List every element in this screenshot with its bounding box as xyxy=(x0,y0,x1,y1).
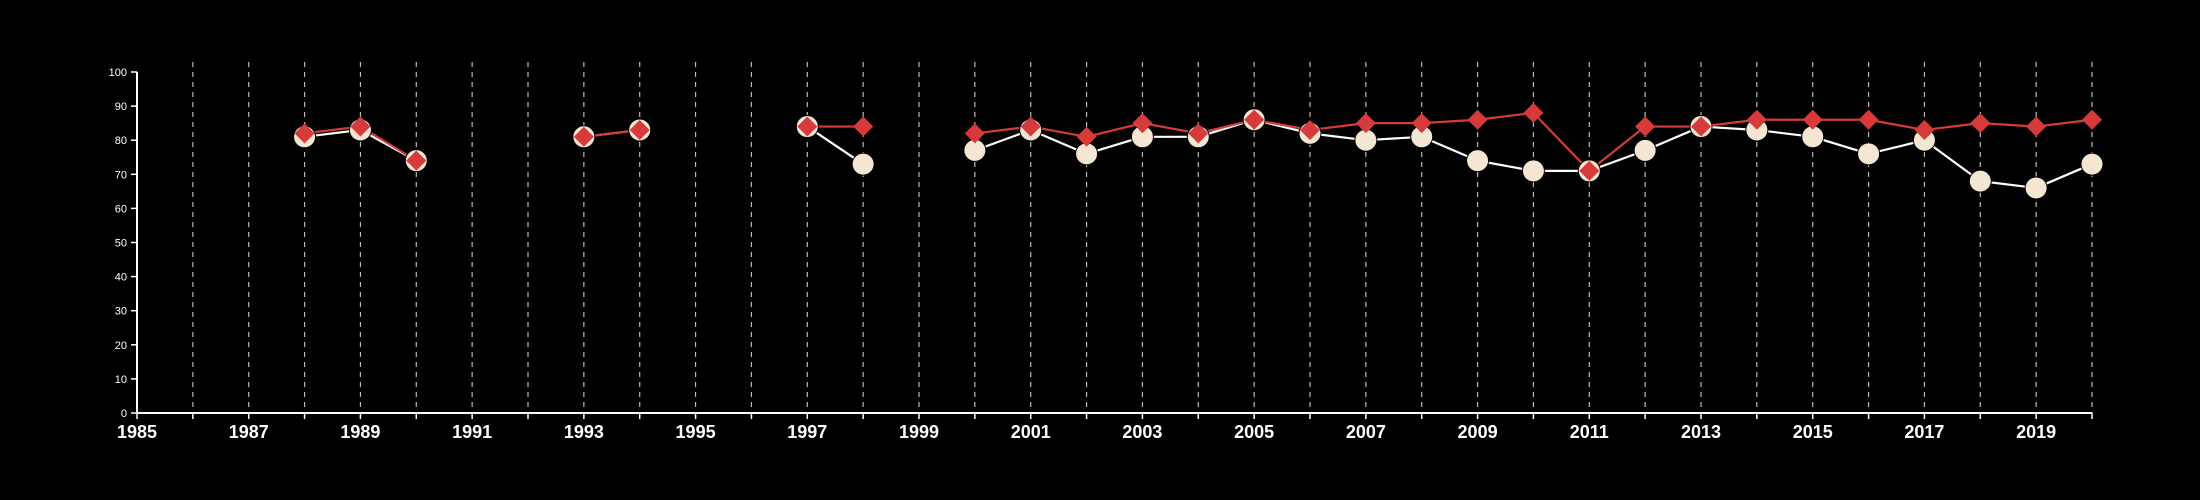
data-point-diamond-2013 xyxy=(1691,116,1711,137)
x-tick-label: 1987 xyxy=(229,422,269,442)
data-point-diamond-2016 xyxy=(1858,109,1879,130)
x-tick-label: 1991 xyxy=(452,422,492,442)
data-point-circle-2019 xyxy=(2024,176,2048,200)
y-tick-label: 20 xyxy=(115,340,127,352)
y-tick-label: 50 xyxy=(115,238,127,250)
x-tick-label: 1997 xyxy=(787,422,827,442)
x-tick-label: 1993 xyxy=(564,422,604,442)
y-tick-label: 0 xyxy=(121,408,127,420)
x-tick-label: 1995 xyxy=(676,422,716,442)
x-tick-label: 1989 xyxy=(340,422,380,442)
series-2-markers xyxy=(294,102,2102,181)
x-tick-label: 2011 xyxy=(1570,422,1609,442)
x-tick-label: 2003 xyxy=(1122,422,1162,442)
y-tick-label: 70 xyxy=(115,169,127,181)
data-point-diamond-2018 xyxy=(1970,113,1991,134)
data-point-diamond-2007 xyxy=(1355,113,1376,134)
y-tick-label: 10 xyxy=(115,374,127,386)
data-point-diamond-1993 xyxy=(573,126,594,147)
data-point-diamond-1988 xyxy=(294,123,315,144)
data-point-circle-2010 xyxy=(1521,159,1545,183)
x-tick-label: 2007 xyxy=(1346,422,1386,442)
data-point-circle-2018 xyxy=(1968,169,1992,193)
x-tick-label: 2013 xyxy=(1681,422,1721,442)
x-tick-label: 2019 xyxy=(2016,422,2056,442)
y-tick-label: 100 xyxy=(109,67,127,79)
data-point-diamond-1990 xyxy=(406,150,427,171)
data-point-diamond-2012 xyxy=(1635,116,1656,137)
axes: 0 10 20 30 40 50 60 70 80 90 100 1985 1987 1989 1991 19… xyxy=(109,67,2093,442)
data-point-diamond-2014 xyxy=(1746,109,1767,130)
data-point-circle-2009 xyxy=(1466,149,1490,173)
data-point-diamond-2001 xyxy=(1020,116,1041,137)
data-point-circle-2020 xyxy=(2080,152,2104,176)
data-point-diamond-2010 xyxy=(1523,102,1544,123)
series-layer xyxy=(293,102,2104,200)
data-point-diamond-2020 xyxy=(2082,109,2102,130)
data-point-diamond-2015 xyxy=(1802,109,1823,130)
x-tick-label: 2009 xyxy=(1458,422,1498,442)
data-point-diamond-2003 xyxy=(1132,113,1153,134)
data-point-diamond-1989 xyxy=(350,116,371,137)
grid-lines xyxy=(192,62,2093,413)
data-point-circle-1998 xyxy=(851,152,875,176)
data-point-diamond-2008 xyxy=(1411,113,1432,134)
y-tick-label: 40 xyxy=(115,272,127,284)
x-tick-label: 1985 xyxy=(117,422,157,442)
data-point-diamond-2011 xyxy=(1579,160,1600,181)
data-point-circle-2016 xyxy=(1857,142,1881,166)
data-point-diamond-2004 xyxy=(1188,123,1209,144)
x-tick-label: 2005 xyxy=(1234,422,1274,442)
x-tick-label: 2015 xyxy=(1793,422,1833,442)
y-tick-label: 90 xyxy=(115,101,127,113)
x-tick-label: 1999 xyxy=(899,422,939,442)
data-point-diamond-1997 xyxy=(797,116,818,137)
data-point-diamond-2019 xyxy=(2026,116,2047,137)
data-point-diamond-1998 xyxy=(853,116,874,137)
data-point-diamond-2017 xyxy=(1914,119,1935,140)
y-tick-label: 80 xyxy=(115,135,127,147)
data-point-diamond-2009 xyxy=(1467,109,1488,130)
data-point-circle-2012 xyxy=(1633,138,1657,162)
data-point-diamond-2005 xyxy=(1244,109,1265,130)
x-tick-label: 2001 xyxy=(1011,422,1051,442)
data-point-diamond-2006 xyxy=(1300,119,1320,140)
y-tick-label: 30 xyxy=(115,306,127,318)
y-tick-label: 60 xyxy=(115,203,127,215)
x-tick-label: 2017 xyxy=(1904,422,1944,442)
data-point-diamond-2002 xyxy=(1076,126,1097,147)
data-point-diamond-2000 xyxy=(964,123,985,144)
data-point-diamond-1994 xyxy=(629,119,650,140)
